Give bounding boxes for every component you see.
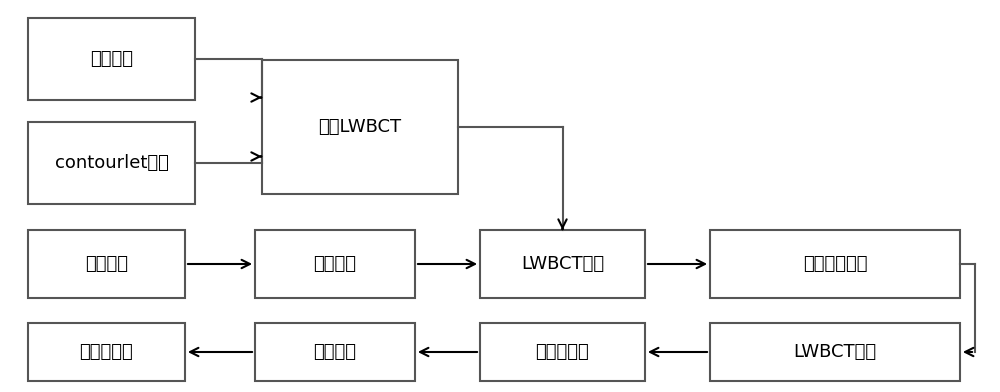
Bar <box>710 230 960 298</box>
Text: LWBCT分解: LWBCT分解 <box>521 255 604 273</box>
Bar <box>28 230 185 298</box>
Bar <box>28 323 185 381</box>
Bar <box>262 60 458 194</box>
Text: 去噪后图像: 去噪后图像 <box>80 343 133 361</box>
Bar <box>480 323 645 381</box>
Text: 图像去噪处理: 图像去噪处理 <box>803 255 867 273</box>
Bar <box>28 18 195 100</box>
Bar <box>28 122 195 204</box>
Bar <box>255 230 415 298</box>
Text: 提升小波: 提升小波 <box>90 50 133 68</box>
Text: 构造LWBCT: 构造LWBCT <box>318 118 402 136</box>
Text: 原始图像: 原始图像 <box>85 255 128 273</box>
Bar <box>255 323 415 381</box>
Text: 逆循环平移: 逆循环平移 <box>536 343 589 361</box>
Text: contourlet变换: contourlet变换 <box>55 154 168 172</box>
Bar <box>480 230 645 298</box>
Text: 循环平移: 循环平移 <box>314 255 356 273</box>
Text: LWBCT重构: LWBCT重构 <box>793 343 877 361</box>
Bar <box>710 323 960 381</box>
Text: 平均处理: 平均处理 <box>314 343 356 361</box>
